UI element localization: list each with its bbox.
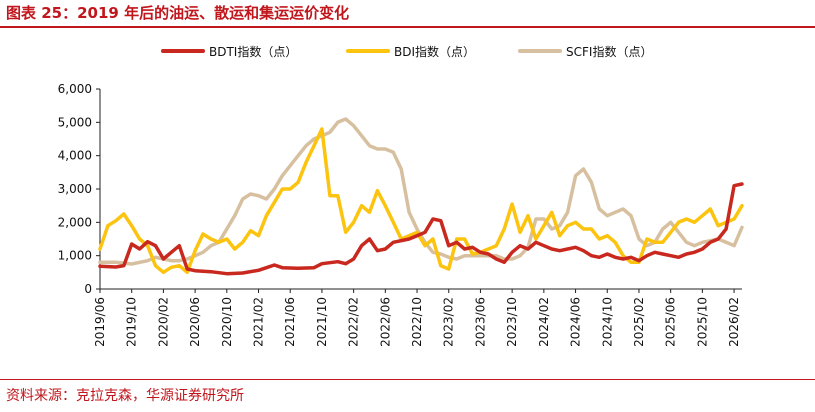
x-tick-label: 2021/10 (315, 297, 329, 347)
x-tick-label: 2020/06 (188, 297, 202, 347)
y-tick-label: 0 (84, 282, 92, 296)
y-tick-label: 5,000 (58, 115, 92, 129)
top-rule (0, 26, 815, 28)
y-tick-label: 4,000 (58, 149, 92, 163)
legend-label-1: BDI指数（点） (394, 44, 475, 59)
x-tick-label: 2023/06 (473, 297, 487, 347)
x-tick-label: 2026/02 (727, 297, 741, 347)
x-tick-label: 2024/10 (600, 297, 614, 347)
x-tick-label: 2024/02 (537, 297, 551, 347)
x-tick-label: 2022/06 (378, 297, 392, 347)
x-tick-label: 2025/02 (632, 297, 646, 347)
x-tick-label: 2022/10 (410, 297, 424, 347)
x-tick-label: 2025/06 (664, 297, 678, 347)
y-tick-label: 2,000 (58, 215, 92, 229)
x-tick-label: 2019/10 (125, 297, 139, 347)
legend: BDTI指数（点） BDI指数（点） SCFI指数（点） (161, 44, 652, 59)
x-tick-label: 2019/06 (93, 297, 107, 347)
chart-title: 图表 25：2019 年后的油运、散运和集运运价变化 (6, 4, 350, 22)
x-tick-label: 2025/10 (695, 297, 709, 347)
series-line-0 (98, 182, 744, 276)
series-line-2 (98, 117, 744, 266)
legend-label-0: BDTI指数（点） (209, 44, 297, 59)
x-tick-label: 2021/06 (283, 297, 297, 347)
x-tick-label: 2020/02 (156, 297, 170, 347)
y-tick-label: 1,000 (58, 249, 92, 263)
bottom-rule (0, 379, 815, 380)
x-tick-label: 2022/02 (347, 297, 361, 347)
x-tick-label: 2023/10 (505, 297, 519, 347)
x-tick-label: 2023/02 (442, 297, 456, 347)
x-tick-label: 2021/02 (252, 297, 266, 347)
x-tick-label: 2024/06 (569, 297, 583, 347)
series-line-1 (98, 127, 744, 275)
x-tick-label: 2020/10 (220, 297, 234, 347)
source-note: 资料来源：克拉克森，华源证券研究所 (6, 388, 244, 404)
y-tick-label: 3,000 (58, 182, 92, 196)
series-lines (98, 117, 744, 276)
y-tick-label: 6,000 (58, 82, 92, 96)
legend-label-2: SCFI指数（点） (566, 44, 652, 59)
axes: 0 1,000 2,000 3,000 4,000 5,000 6,000 2019/06 20… (58, 82, 742, 347)
